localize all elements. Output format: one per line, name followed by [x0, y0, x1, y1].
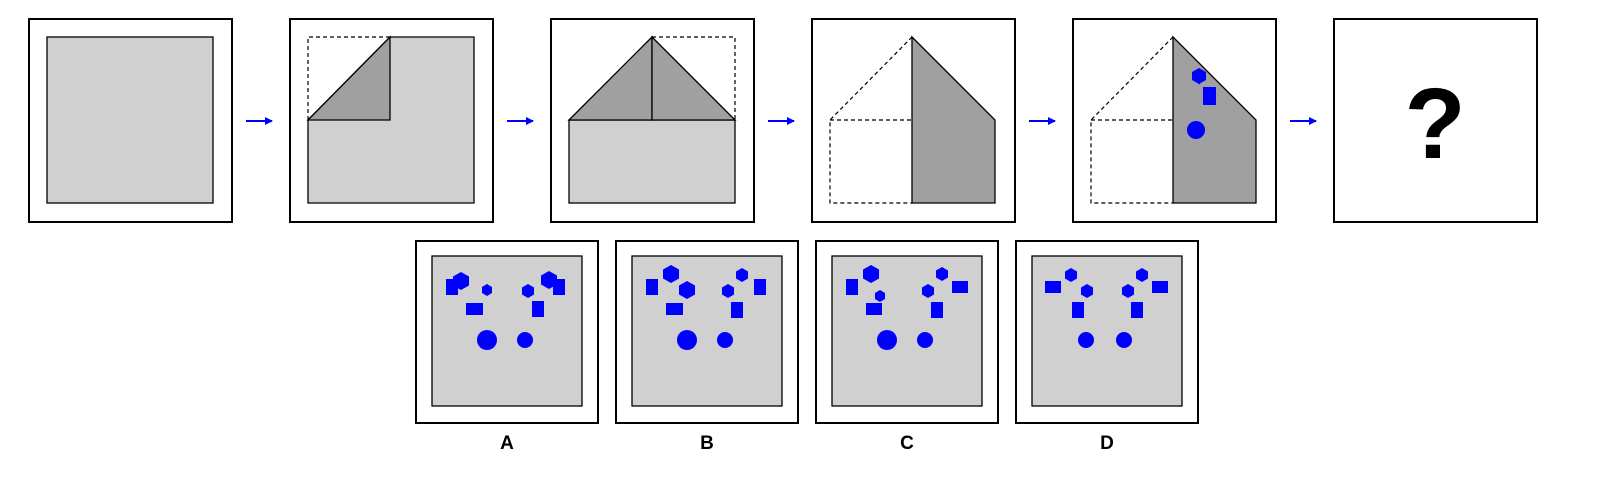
square-hole — [866, 303, 882, 315]
circle-hole — [877, 330, 897, 350]
circle-hole — [517, 332, 533, 348]
hexagon-hole-shape — [1192, 68, 1206, 84]
folded-flap — [306, 35, 391, 121]
option-c-holes — [846, 265, 968, 350]
hexagon-hole — [875, 290, 885, 302]
square-hole — [1203, 87, 1216, 105]
square-hole — [553, 279, 565, 295]
circle-hole — [917, 332, 933, 348]
square-hole — [931, 302, 943, 318]
hexagon-hole — [482, 284, 492, 296]
square-hole — [754, 279, 766, 295]
option-c-paper — [831, 255, 983, 407]
hexagon-hole — [663, 265, 679, 283]
square-hole — [1131, 302, 1143, 318]
hexagon-hole — [863, 265, 879, 283]
square-hole — [846, 279, 858, 295]
square-hole — [952, 281, 968, 293]
paper-bottom — [568, 119, 736, 204]
option-d-paper — [1031, 255, 1183, 407]
circle-hole — [677, 330, 697, 350]
option-b-paper — [631, 255, 783, 407]
option-d-label[interactable]: D — [1100, 433, 1114, 454]
circle-hole — [477, 330, 497, 350]
question-mark: ? — [1404, 68, 1465, 180]
hexagon-hole — [1122, 284, 1134, 298]
right-folded-flap — [651, 35, 737, 121]
option-a-card[interactable] — [415, 240, 599, 424]
square-hole — [1045, 281, 1061, 293]
option-b-card[interactable] — [615, 240, 799, 424]
circle-hole — [717, 332, 733, 348]
option-a-holes — [446, 271, 565, 350]
square-hole — [466, 303, 483, 315]
question-panel: ? — [1333, 18, 1538, 223]
square-hole — [646, 279, 658, 295]
hexagon-hole — [736, 268, 748, 282]
square-hole — [1072, 302, 1084, 318]
step-1-panel — [28, 18, 233, 223]
step-5-panel — [1072, 18, 1277, 223]
hexagon-hole — [1081, 284, 1093, 298]
circle-hole — [1116, 332, 1132, 348]
option-b-label[interactable]: B — [700, 433, 714, 454]
hexagon-hole — [679, 281, 695, 299]
option-c-label[interactable]: C — [900, 433, 914, 454]
option-a-label[interactable]: A — [500, 433, 514, 454]
hexagon-hole — [722, 284, 734, 298]
folded-paper — [911, 35, 996, 204]
hexagon-hole — [453, 272, 469, 290]
hexagon-hole — [1065, 268, 1077, 282]
square-hole — [532, 301, 544, 317]
square-hole — [1152, 281, 1168, 293]
step-4-panel — [811, 18, 1016, 223]
option-d-holes — [1045, 268, 1168, 348]
square-hole — [731, 302, 743, 318]
option-d-card[interactable] — [1015, 240, 1199, 424]
hexagon-hole — [522, 284, 534, 298]
hexagon-hole — [922, 284, 934, 298]
paper-sheet — [46, 36, 214, 204]
hexagon-hole — [1136, 268, 1148, 282]
step-2-panel — [289, 18, 494, 223]
left-half-outline-dashed — [829, 36, 913, 204]
left-half-outline-dashed — [1090, 36, 1174, 204]
question-frame — [1333, 18, 1538, 223]
square-hole — [666, 303, 683, 315]
option-c-card[interactable] — [815, 240, 999, 424]
circle-hole — [1078, 332, 1094, 348]
hexagon-hole — [936, 267, 948, 281]
circle-hole — [1187, 121, 1205, 139]
step-3-panel — [550, 18, 755, 223]
option-b-holes — [646, 265, 766, 350]
